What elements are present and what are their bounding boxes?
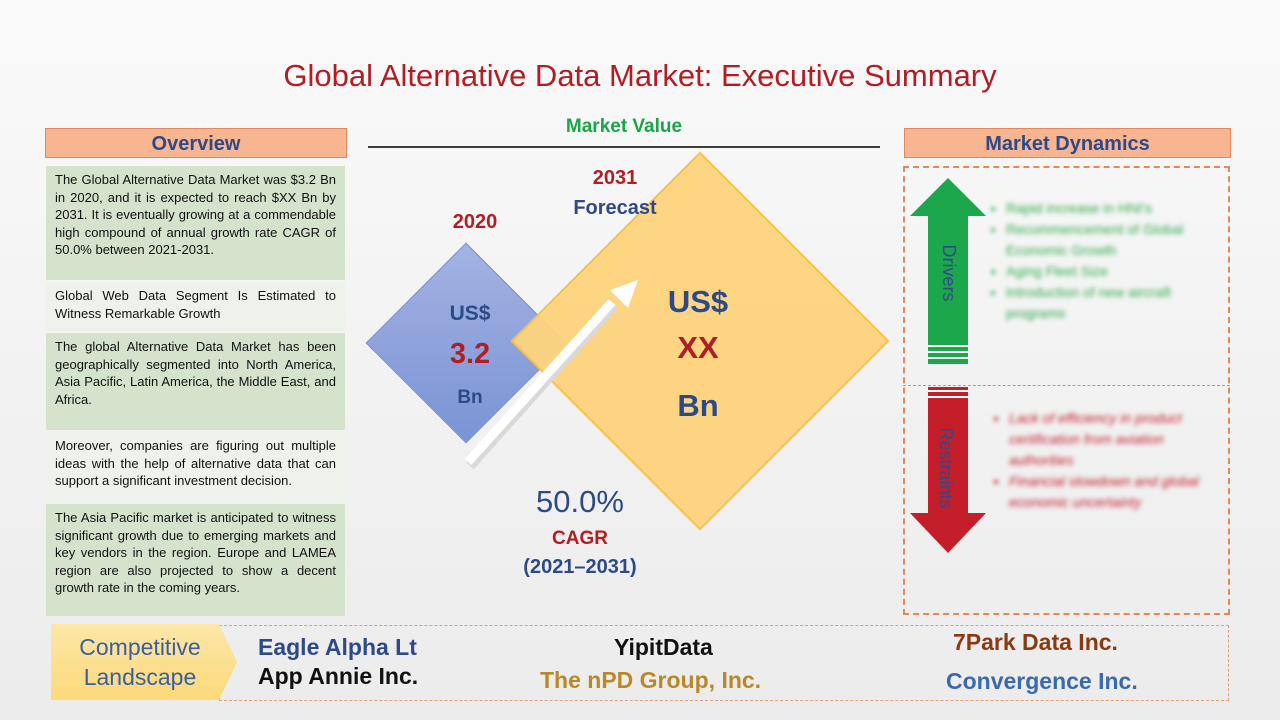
market-dynamics-box [903,166,1230,615]
page-title: Global Alternative Data Market: Executiv… [283,58,997,93]
company-yipitdata: YipitData [614,634,713,660]
growth-arrow-icon [464,280,638,470]
restraints-label: Restraints [936,427,956,509]
cagr-value: 50.0% [536,484,624,519]
restraints-list: Lack of efficiency in product certificat… [993,408,1227,513]
overview-paragraph-2: Global Web Data Segment Is Estimated to … [46,282,345,331]
market-value-divider [368,146,880,148]
year-2020-label: 2020 [452,211,498,233]
driver-item: Aging Fleet Size [1006,261,1226,282]
value-2020-currency: US$ [449,302,491,325]
driver-item: Recommencement of Global Economic Growth [1006,219,1226,261]
value-2020-unit: Bn [457,387,483,408]
cagr-period: (2021–2031) [523,556,637,578]
overview-paragraph-4: Moreover, companies are figuring out mul… [46,432,345,502]
forecast-label: Forecast [573,197,657,219]
overview-paragraph-1: The Global Alternative Data Market was $… [46,166,345,280]
restraint-item: Lack of efficiency in product certificat… [1009,408,1227,471]
drivers-label: Drivers [939,244,959,302]
company-convergence: Convergence Inc. [946,668,1138,694]
competitive-landscape-label: Competitive Landscape [60,632,220,692]
company-7park-data: 7Park Data Inc. [953,629,1118,655]
driver-item: Rapid increase in HNI's [1006,198,1226,219]
restraints-arrow-down-icon [910,387,986,553]
value-2020-amount: 3.2 [449,338,491,370]
company-npd-group: The nPD Group, Inc. [540,667,762,693]
overview-paragraph-3: The global Alternative Data Market has b… [46,333,345,430]
year-2031-label: 2031 [592,167,638,189]
market-value-header: Market Value [565,116,683,137]
value-2031-currency: US$ [667,284,729,319]
drivers-arrow-up-icon [910,178,986,364]
value-2031-amount: XX [677,330,719,365]
cagr-label: CAGR [552,528,608,549]
value-2031-unit: Bn [677,388,719,423]
competitive-landscape-label-shape [51,624,237,700]
overview-paragraph-5: The Asia Pacific market is anticipated t… [46,504,345,616]
competitive-landscape-label-line2: Landscape [83,664,197,690]
drivers-list: Rapid increase in HNI's Recommencement o… [990,198,1226,324]
driver-item: Introduction of new aircraft programs [1006,282,1226,324]
market-dynamics-header: Market Dynamics [904,128,1231,158]
restraint-item: Financial slowdown and global economic u… [1009,471,1227,513]
market-dynamics-divider [903,385,1230,386]
company-eagle-alpha: Eagle Alpha Lt [258,634,417,660]
competitive-landscape-label-line1: Competitive [79,634,201,660]
company-app-annie: App Annie Inc. [258,663,419,689]
overview-header: Overview [45,128,347,158]
